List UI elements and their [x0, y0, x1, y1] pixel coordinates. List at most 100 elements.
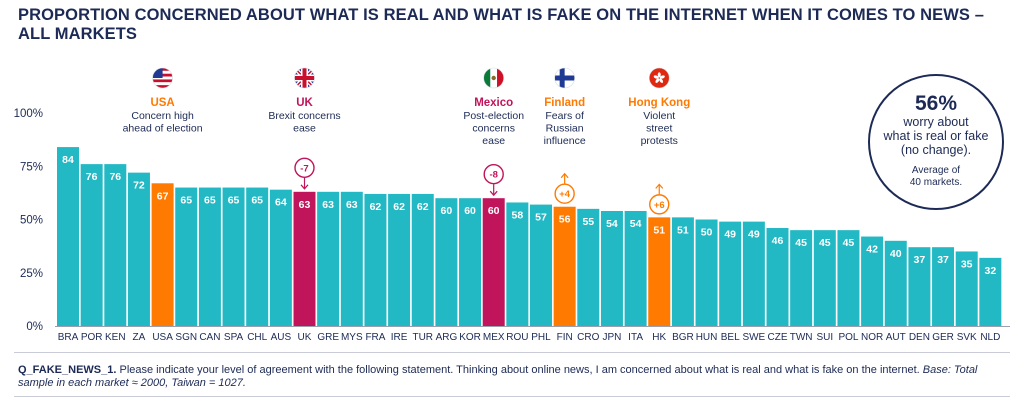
bar-ger	[932, 247, 955, 326]
annotation-note: Russian	[546, 123, 584, 135]
bar-aut	[884, 240, 907, 326]
bar-tur	[411, 193, 434, 326]
bar-value-label: 72	[133, 180, 145, 192]
x-tick-label: POR	[81, 332, 103, 343]
bar-value-label: 84	[62, 154, 74, 166]
footnote-question-id: Q_FAKE_NEWS_1.	[18, 364, 117, 376]
bar-za	[127, 172, 150, 326]
bar-svk	[955, 251, 978, 326]
annotation-note: Concern high	[131, 110, 194, 122]
annotation-note: protests	[641, 135, 678, 147]
footnote-divider-top	[14, 352, 1010, 353]
us-flag-icon	[152, 67, 173, 89]
bar-value-label: 45	[819, 237, 831, 249]
x-tick-label: TWN	[790, 332, 813, 343]
bar-value-label: 37	[937, 254, 949, 266]
x-tick-label: SUI	[816, 332, 833, 343]
change-badge-circle	[649, 194, 670, 215]
annotation-note: influence	[544, 135, 586, 147]
bar-value-label: 55	[582, 216, 594, 228]
bar-fra	[364, 193, 387, 326]
arrowhead-icon	[489, 190, 498, 197]
footnote: Q_FAKE_NEWS_1. Please indicate your leve…	[18, 364, 1013, 390]
change-badge-circle	[554, 183, 575, 204]
x-tick-label: ZA	[133, 332, 146, 343]
bar-cze	[766, 228, 789, 326]
bar-jpn	[600, 210, 623, 326]
annotation-note: street	[646, 123, 672, 135]
x-tick-label: CRO	[577, 332, 599, 343]
x-tick-label: BGR	[672, 332, 694, 343]
bar-value-label: 57	[535, 212, 547, 224]
bar-value-label: 49	[724, 229, 736, 241]
annotation-country: Hong Kong	[628, 97, 690, 109]
bar-value-label: 64	[275, 197, 287, 209]
bar-value-label: 60	[488, 205, 500, 217]
bar-can	[198, 187, 221, 326]
x-tick-label: SVK	[957, 332, 977, 343]
y-tick-label: 100%	[14, 108, 43, 120]
x-tick-label: HK	[652, 332, 666, 343]
bar-spa	[222, 187, 245, 326]
callout-text: worry about	[902, 115, 969, 129]
bar-value-label: 51	[677, 224, 689, 236]
bar-mys	[340, 191, 363, 326]
y-tick-label: 50%	[20, 215, 43, 227]
bar-arg	[435, 198, 458, 326]
bar-value-label: 67	[157, 190, 169, 202]
bar-hun	[695, 219, 718, 326]
x-tick-label: SGN	[175, 332, 197, 343]
bar-phl	[530, 204, 552, 326]
change-value-label: +6	[654, 200, 665, 211]
bar-value-label: 42	[866, 244, 878, 256]
bar-twn	[790, 230, 813, 326]
callout-percentage: 56%	[915, 92, 957, 115]
finland-flag-icon	[554, 67, 575, 89]
change-badge-circle	[294, 157, 315, 179]
x-tick-label: JPN	[602, 332, 621, 343]
arrowhead-icon	[560, 172, 569, 179]
bar-value-label: 54	[606, 218, 618, 230]
x-tick-label: AUT	[886, 332, 906, 343]
bar-value-label: 65	[204, 195, 216, 207]
x-tick-label: NLD	[980, 332, 1000, 343]
x-tick-label: GRE	[317, 332, 339, 343]
footnote-base: Base: Total sample in each market ≈ 2000…	[18, 364, 978, 389]
annotation-note: ease	[482, 135, 505, 147]
bar-kor	[459, 198, 482, 326]
footnote-text: Please indicate your level of agreement …	[116, 364, 923, 376]
x-tick-label: KOR	[459, 332, 481, 343]
bar-value-label: 63	[346, 199, 358, 211]
annotation-note: Brexit concerns	[268, 110, 340, 122]
bar-value-label: 63	[299, 199, 311, 211]
change-marker-mex: -8	[483, 163, 504, 197]
x-tick-label: ITA	[628, 332, 643, 343]
x-tick-label: POL	[838, 332, 858, 343]
x-tick-label: IRE	[391, 332, 408, 343]
bar-nor	[861, 236, 884, 326]
x-tick-label: NOR	[861, 332, 883, 343]
change-value-label: +4	[559, 189, 571, 200]
bar-value-label: 50	[701, 227, 713, 239]
x-tick-label: UK	[298, 332, 312, 343]
x-tick-label: FIN	[557, 332, 573, 343]
bar-bra	[57, 147, 79, 326]
x-tick-label: FRA	[365, 332, 385, 343]
bar-value-label: 45	[843, 237, 855, 249]
bar-ita	[624, 210, 647, 326]
bar-aus	[269, 189, 292, 326]
y-tick-label: 25%	[20, 268, 43, 280]
bar-nld	[979, 257, 1002, 326]
annotation-note: Violent	[643, 110, 675, 122]
annotation-country: Finland	[544, 97, 585, 109]
callout-text: what is real or fake	[883, 129, 989, 143]
x-tick-label: CAN	[199, 332, 220, 343]
annotation-note: ease	[293, 123, 316, 135]
y-tick-label: 0%	[26, 321, 43, 333]
bar-value-label: 37	[914, 254, 926, 266]
annotation-note: concerns	[472, 123, 515, 135]
hongkong-flag-icon	[648, 67, 670, 89]
x-tick-label: GER	[932, 332, 954, 343]
